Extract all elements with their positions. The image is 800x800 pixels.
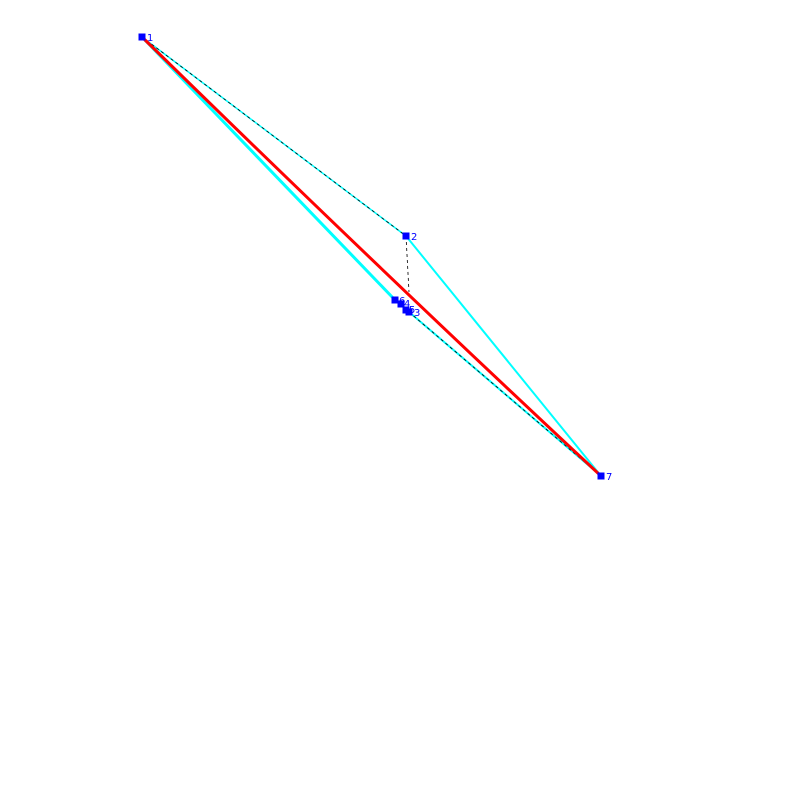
control-point-5[interactable]: 5 bbox=[402, 305, 416, 316]
point-label: 4 bbox=[404, 299, 410, 310]
curve bbox=[140, 35, 603, 478]
point-marker[interactable] bbox=[138, 33, 146, 41]
dashed-edge-1-2 bbox=[141, 36, 407, 237]
point-marker[interactable] bbox=[391, 296, 399, 304]
control-point-1[interactable]: 1 bbox=[138, 33, 154, 44]
point-marker[interactable] bbox=[402, 306, 410, 314]
hull-edge-1-6 bbox=[140, 35, 397, 302]
point-marker[interactable] bbox=[397, 300, 405, 308]
point-marker[interactable] bbox=[402, 232, 410, 240]
point-marker[interactable] bbox=[597, 472, 605, 480]
control-point-7[interactable]: 7 bbox=[597, 472, 613, 483]
point-label: 5 bbox=[409, 305, 415, 316]
dashed-edge-3-7 bbox=[408, 311, 602, 477]
hull-edge-2-7 bbox=[405, 235, 602, 477]
control-point-4[interactable]: 4 bbox=[397, 299, 411, 310]
control-point-2[interactable]: 2 bbox=[402, 232, 418, 243]
point-label: 1 bbox=[147, 33, 153, 44]
point-label: 2 bbox=[411, 232, 417, 243]
red-curve bbox=[140, 35, 603, 478]
dashed-guides bbox=[141, 36, 602, 477]
point-label: 3 bbox=[414, 308, 420, 319]
point-label: 7 bbox=[606, 472, 612, 483]
point-label: 6 bbox=[399, 296, 405, 307]
control-point-6[interactable]: 6 bbox=[391, 296, 406, 307]
